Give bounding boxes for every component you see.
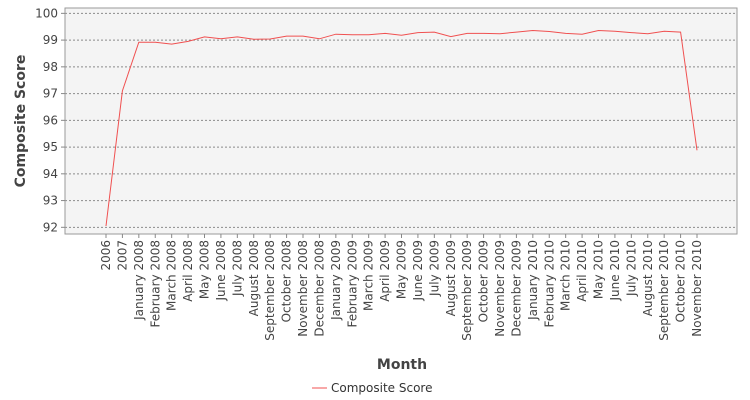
- legend-label: Composite Score: [331, 381, 432, 395]
- x-tick-label: February 2009: [345, 240, 359, 328]
- x-tick-label: July 2010: [624, 240, 638, 297]
- x-tick-label: July 2009: [427, 240, 441, 297]
- x-tick-label: 2006: [99, 240, 113, 271]
- y-tick-label: 98: [43, 60, 58, 74]
- y-tick-label: 92: [43, 220, 58, 234]
- x-tick-label: December 2008: [312, 240, 326, 337]
- x-tick-label: August 2010: [641, 240, 655, 316]
- x-tick-label: October 2008: [280, 240, 294, 322]
- x-tick-label: May 2010: [592, 240, 606, 299]
- x-tick-label: March 2008: [165, 240, 179, 311]
- x-tick-label: September 2010: [657, 240, 671, 341]
- x-tick-label: October 2010: [674, 240, 688, 322]
- x-tick-label: March 2010: [559, 240, 573, 311]
- x-tick-label: January 2010: [526, 240, 540, 321]
- y-tick-label: 97: [43, 87, 58, 101]
- x-tick-label: April 2009: [378, 240, 392, 302]
- y-axis-ticks: 92 93 94 95 96 97 98 99 100: [35, 6, 65, 234]
- x-tick-label: April 2008: [181, 240, 195, 302]
- y-tick-label: 94: [43, 167, 58, 181]
- series-line-composite-score: [105, 29, 698, 227]
- x-tick-label: January 2009: [329, 240, 343, 321]
- x-tick-label: October 2009: [477, 240, 491, 322]
- x-tick-label: January 2008: [132, 240, 146, 321]
- x-tick-label: May 2009: [395, 240, 409, 299]
- x-tick-label: September 2009: [460, 240, 474, 341]
- x-tick-label: September 2008: [263, 240, 277, 341]
- x-tick-label: March 2009: [362, 240, 376, 311]
- x-tick-label: June 2009: [411, 240, 425, 302]
- x-tick-label: February 2008: [148, 240, 162, 328]
- x-tick-label: July 2008: [230, 240, 244, 297]
- x-tick-label: November 2009: [493, 240, 507, 337]
- y-tick-label: 100: [35, 6, 58, 20]
- x-tick-label: November 2010: [690, 240, 704, 337]
- x-tick-label: 2007: [115, 240, 129, 271]
- x-tick-label: November 2008: [296, 240, 310, 337]
- y-tick-label: 96: [43, 113, 58, 127]
- legend: Composite Score: [312, 381, 432, 395]
- y-tick-label: 95: [43, 140, 58, 154]
- x-axis-ticks: 2006 2007 January 2008 February 2008 March 2…: [99, 234, 704, 341]
- x-tick-label: August 2009: [444, 240, 458, 316]
- x-tick-label: June 2010: [608, 240, 622, 302]
- series-layer: [105, 29, 698, 227]
- y-tick-label: 93: [43, 194, 58, 208]
- y-tick-label: 99: [43, 33, 58, 47]
- plot-background: [65, 8, 737, 234]
- x-axis-title: Month: [377, 357, 427, 373]
- x-tick-label: August 2008: [247, 240, 261, 316]
- gridlines: [65, 12, 737, 228]
- x-tick-label: June 2008: [214, 240, 228, 302]
- x-tick-label: May 2008: [198, 240, 212, 299]
- x-tick-label: February 2010: [542, 240, 556, 328]
- x-tick-label: April 2010: [575, 240, 589, 302]
- x-tick-label: December 2009: [509, 240, 523, 337]
- y-axis-title: Composite Score: [13, 55, 29, 188]
